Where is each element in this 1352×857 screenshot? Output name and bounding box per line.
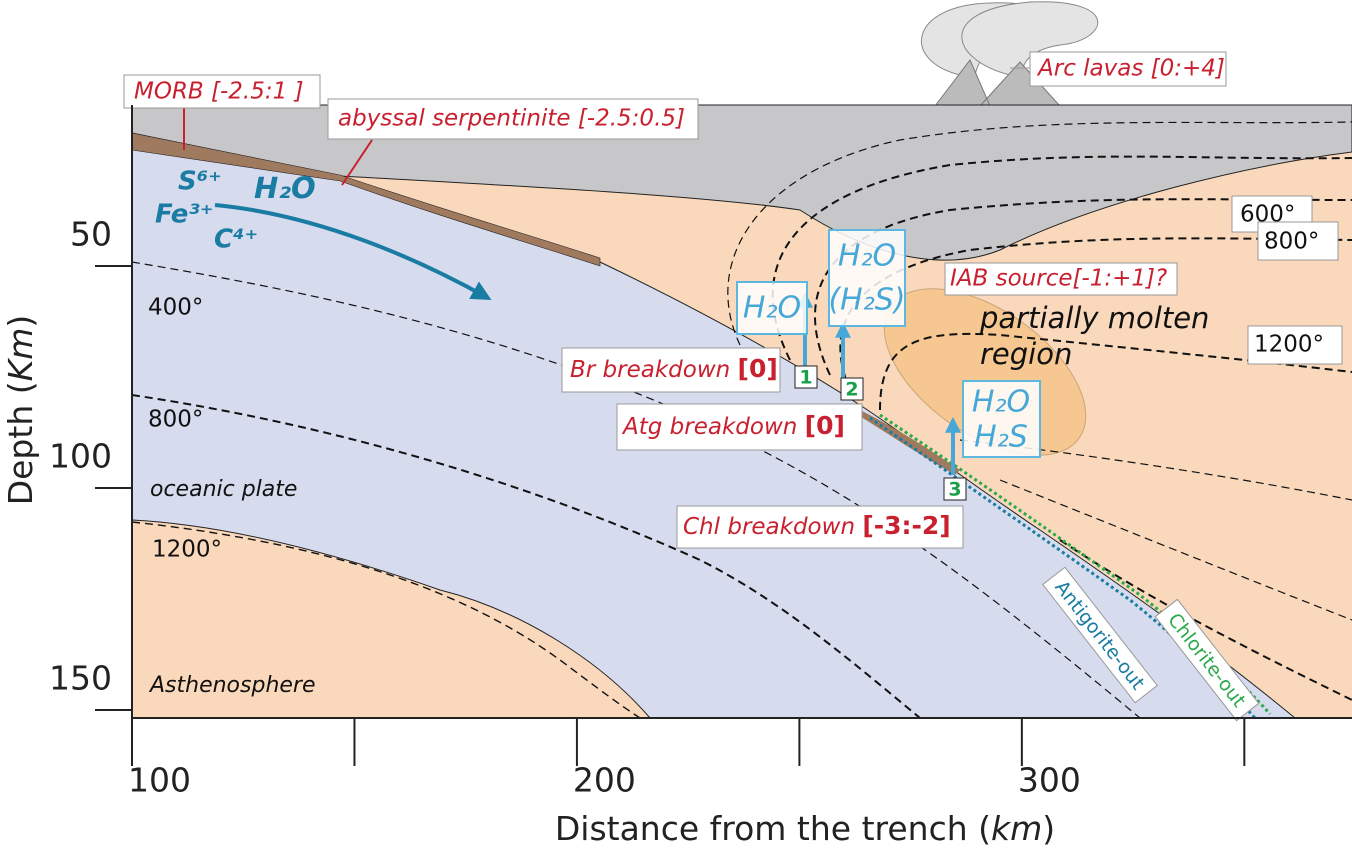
isotherm xyxy=(771,155,1352,361)
axis-title-part: Depth ( xyxy=(1,381,40,505)
x-tick-label: 100 xyxy=(128,761,191,800)
morb-label: MORB [-2.5:1 ] xyxy=(134,79,304,105)
serpentinite-layer xyxy=(131,132,601,267)
fluid-box xyxy=(962,380,1041,458)
x-tick-label: 200 xyxy=(573,761,636,800)
marker: 1 xyxy=(799,367,812,389)
plate-label: oceanic plate xyxy=(150,477,297,502)
fluid-label: H₂S xyxy=(974,420,1028,455)
marker: 2 xyxy=(845,379,858,401)
marker-box xyxy=(943,477,967,501)
species-label: S⁶⁺ xyxy=(178,167,222,197)
y-tick-label: 100 xyxy=(49,437,112,476)
y-axis-title: Depth (Km) xyxy=(1,315,40,506)
label-box xyxy=(327,98,699,140)
isotherm xyxy=(879,332,1352,411)
marker: 3 xyxy=(948,479,961,501)
subduction-arrow xyxy=(214,203,492,300)
breakdown-value: [0] xyxy=(805,411,845,440)
label-box xyxy=(944,262,1178,296)
fluid-label: H₂O xyxy=(838,239,896,274)
isotherm xyxy=(131,394,921,719)
axis-title-part: ) xyxy=(1042,809,1055,848)
y-tick-label: 50 xyxy=(70,214,112,253)
label-box xyxy=(1257,221,1339,261)
breakdown-name: Chl breakdown xyxy=(683,514,855,540)
label-box xyxy=(616,403,863,451)
isotherm-label: 800° xyxy=(148,407,203,433)
callout-line xyxy=(341,139,373,186)
x-axis-title: Distance from the trench (km) xyxy=(555,809,1055,848)
x-tick-label: 300 xyxy=(1018,761,1081,800)
species-label: Fe³⁺ xyxy=(155,200,214,230)
fluid-label: H₂O xyxy=(972,385,1030,420)
breakdown-value: [-3:-2] xyxy=(862,511,950,540)
isotherm xyxy=(814,198,1352,376)
breakdown-name: Br breakdown xyxy=(570,357,730,383)
asthenosphere-label: Asthenosphere xyxy=(148,673,316,698)
serpentinite-layer xyxy=(858,410,960,475)
molten-label: partially molten xyxy=(979,301,1209,335)
label-box xyxy=(561,347,781,393)
label-box xyxy=(1247,325,1343,365)
breakdown-label: Atg breakdown [0] xyxy=(621,411,845,440)
marker-box xyxy=(840,377,864,401)
arc-lavas-label: Arc lavas [0:+4] xyxy=(1036,56,1225,82)
label-box xyxy=(1154,598,1260,722)
isotherm-label: 1200° xyxy=(1254,332,1324,358)
isotherm-label: 400° xyxy=(148,295,203,321)
label-box xyxy=(123,74,321,109)
label-box xyxy=(676,505,964,549)
axis-title-part: ) xyxy=(1,315,40,328)
breakdown-name: Atg breakdown xyxy=(621,414,797,440)
label-box xyxy=(1042,566,1158,704)
breakdown-label: Br breakdown [0] xyxy=(570,354,778,383)
label-box xyxy=(1029,51,1227,87)
fluid-box xyxy=(828,229,906,327)
fluid-label: (H₂S) xyxy=(828,283,905,318)
fluid-box xyxy=(736,281,808,335)
breakdown-value: [0] xyxy=(738,354,778,383)
species-label: H₂O xyxy=(254,171,316,205)
marker-box xyxy=(794,365,818,389)
isotherm xyxy=(131,521,641,719)
isotherm-label: 800° xyxy=(1264,229,1319,255)
species-label: C⁴⁺ xyxy=(214,225,258,255)
serpentinite-label: abyssal serpentinite [-2.5:0.5] xyxy=(338,106,685,132)
axis-title-part: km xyxy=(991,809,1042,848)
isotherm xyxy=(1059,539,1352,701)
iab-label: IAB source[-1:+1]? xyxy=(950,266,1167,292)
isotherm xyxy=(727,121,1352,346)
isotherm xyxy=(999,479,1352,621)
y-tick-label: 150 xyxy=(49,659,112,698)
fluid-label: H₂O xyxy=(743,291,801,326)
antigorite-out-line xyxy=(869,416,1257,720)
axis-title-part: Distance from the trench ( xyxy=(555,809,991,848)
axis-title-part: Km xyxy=(1,328,40,382)
isotherm-label: 1200° xyxy=(152,537,222,563)
molten-label: region xyxy=(980,337,1072,371)
breakdown-label: Chl breakdown [-3:-2] xyxy=(683,511,951,540)
